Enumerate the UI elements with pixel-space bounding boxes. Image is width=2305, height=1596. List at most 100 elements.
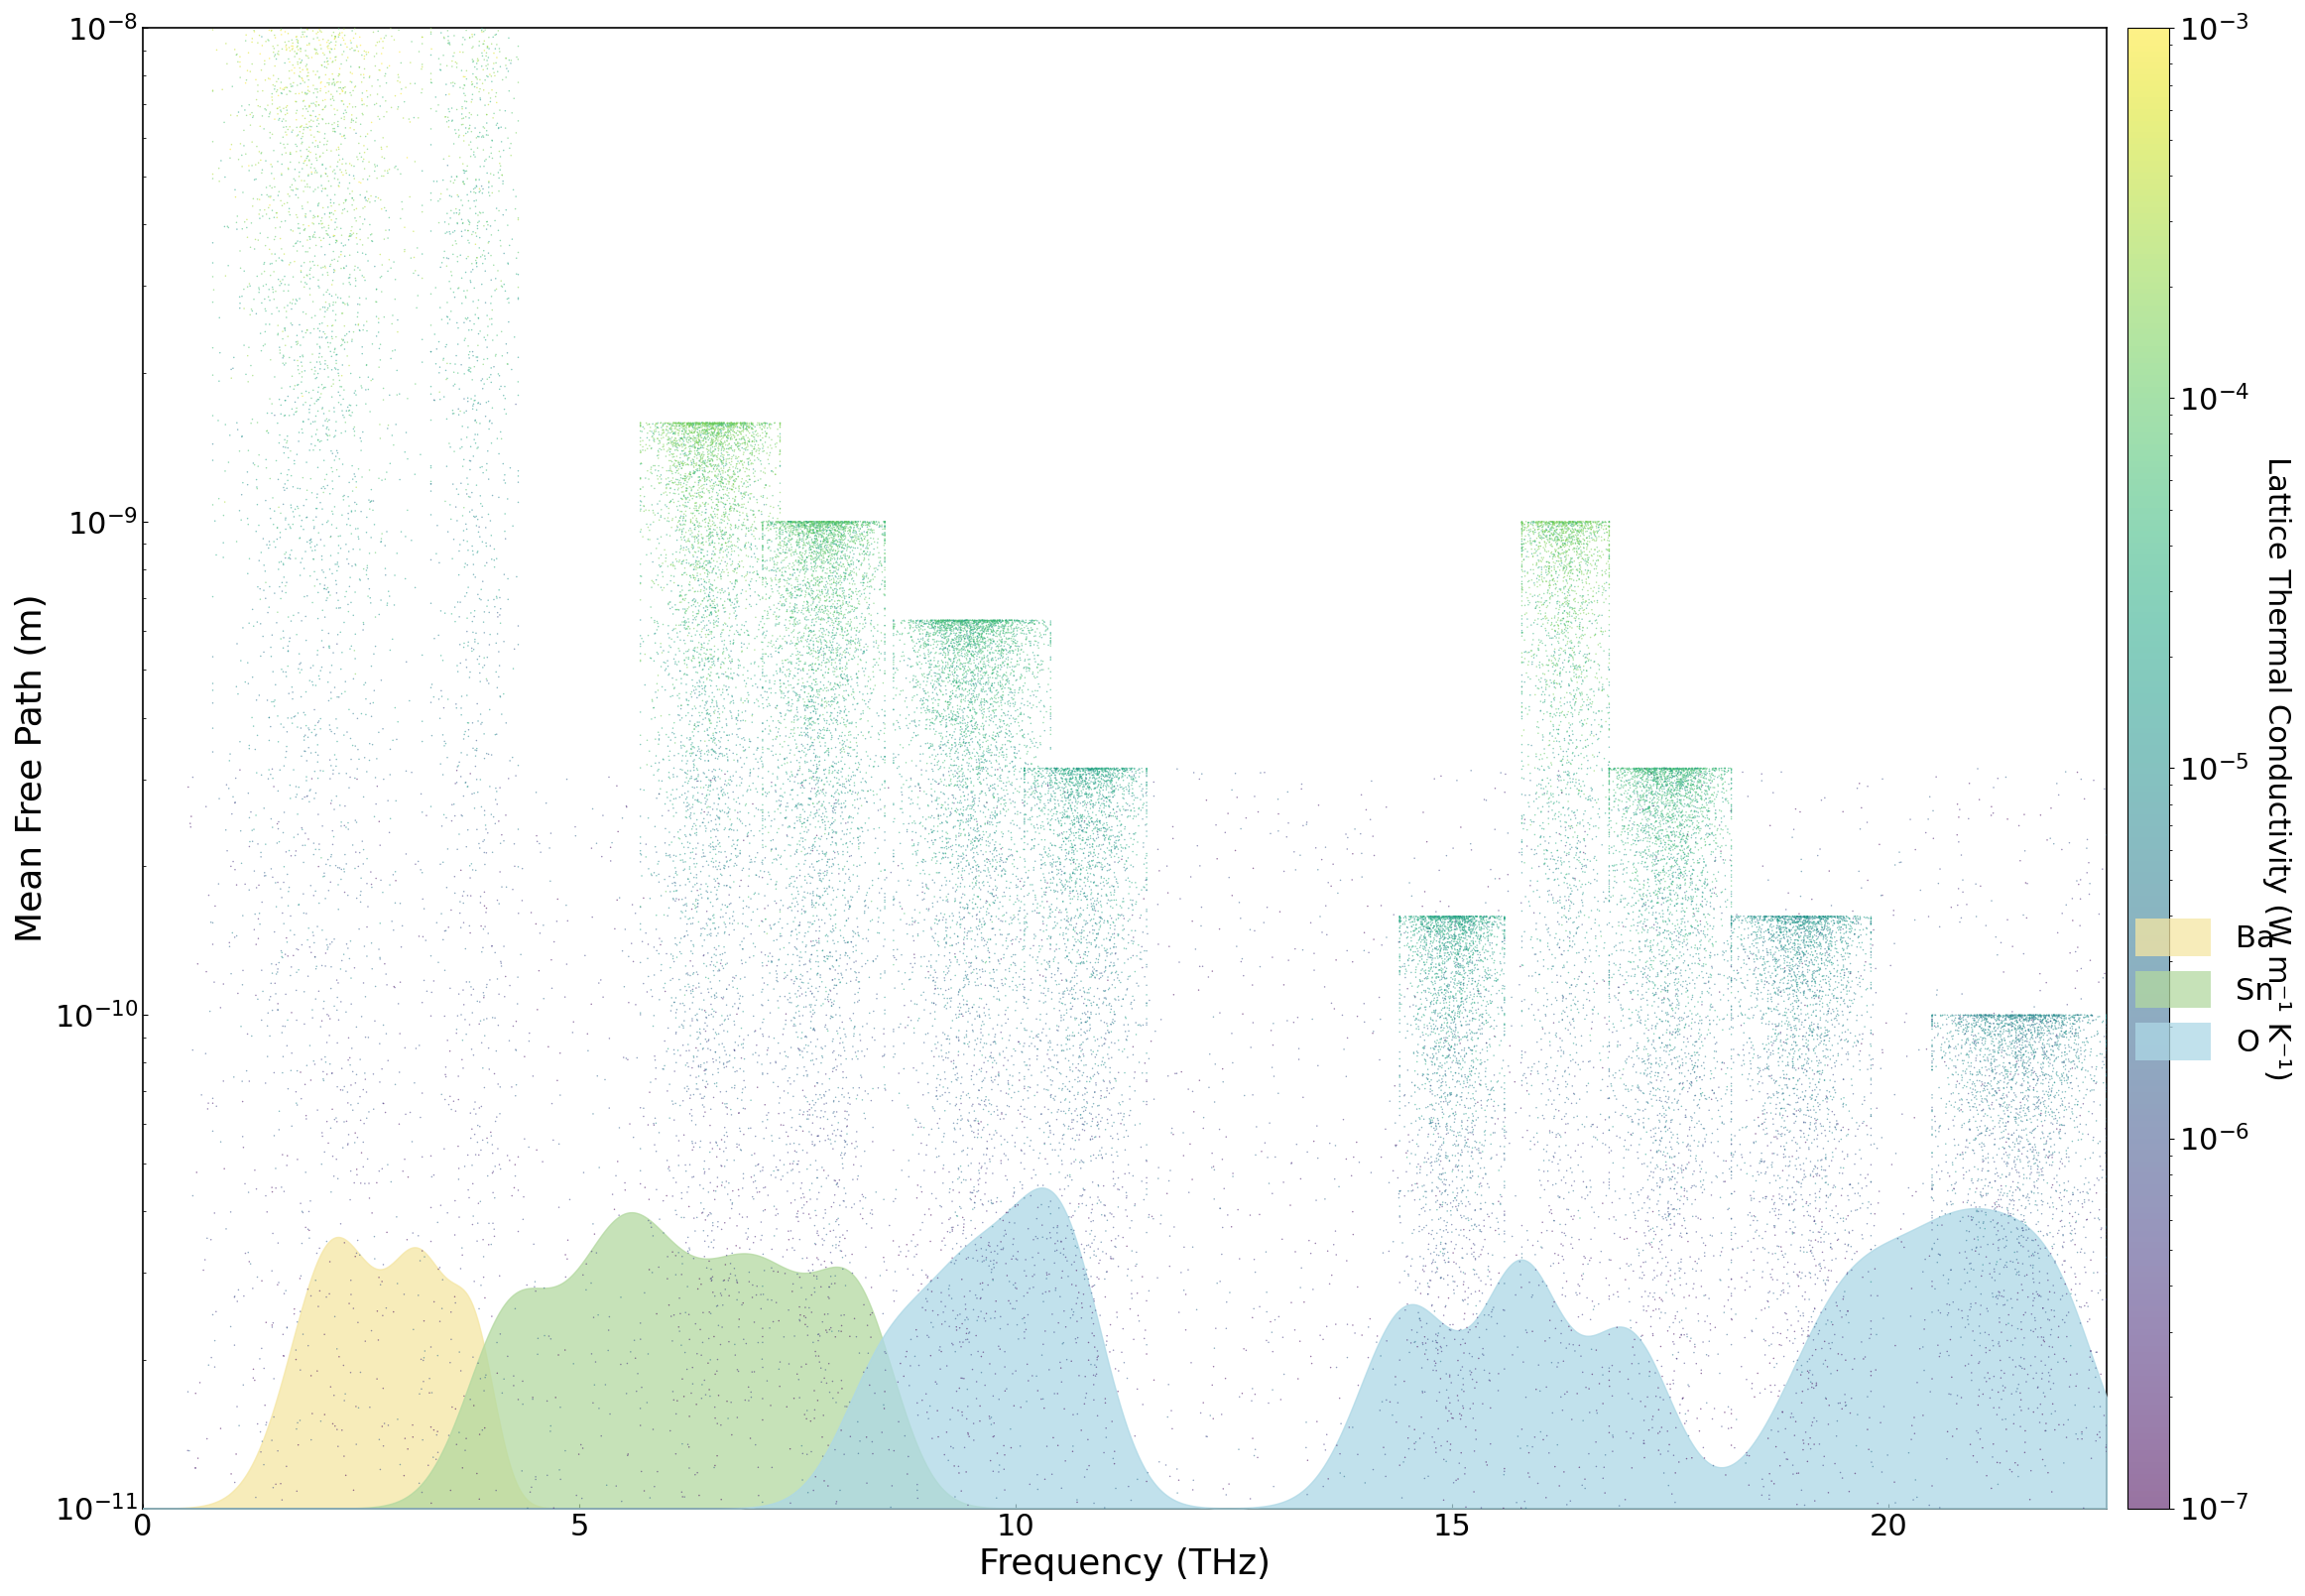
Point [632, 527, 668, 552]
Point [1026, 622, 1063, 648]
Point [1584, 699, 1620, 725]
Point [1079, 1191, 1116, 1216]
Point [996, 1130, 1033, 1156]
Point [710, 525, 747, 551]
Point [2038, 1005, 2075, 1031]
Point [1554, 934, 1590, 959]
Point [747, 1092, 784, 1117]
Point [1823, 929, 1860, 954]
Point [1715, 908, 1752, 934]
Point [940, 608, 977, 634]
Point [2065, 1055, 2102, 1080]
Point [703, 531, 740, 557]
Point [330, 501, 366, 527]
Point [987, 691, 1023, 717]
Point [2042, 1187, 2079, 1213]
Point [1570, 516, 1607, 541]
Point [1406, 915, 1443, 940]
Point [1720, 1152, 1756, 1178]
Point [2019, 1068, 2056, 1093]
Point [443, 702, 479, 728]
Point [1335, 1414, 1371, 1440]
Point [332, 83, 369, 109]
Point [1514, 509, 1551, 535]
Point [1982, 1114, 2019, 1140]
Point [802, 974, 839, 999]
Point [2038, 1009, 2075, 1034]
Point [1662, 929, 1699, 954]
Point [1079, 757, 1116, 782]
Point [1035, 849, 1072, 875]
Point [749, 415, 786, 440]
Point [1070, 1069, 1106, 1095]
Point [917, 1023, 954, 1049]
Point [1010, 808, 1046, 833]
Point [1560, 1272, 1597, 1298]
Point [1828, 1392, 1865, 1417]
Point [1650, 1087, 1687, 1112]
Point [2010, 1002, 2047, 1028]
Point [738, 490, 774, 516]
Point [307, 988, 343, 1013]
Point [735, 881, 772, 907]
Point [862, 658, 899, 683]
Point [1844, 916, 1881, 942]
Point [1318, 948, 1355, 974]
Point [2051, 1213, 2088, 1238]
Point [1590, 878, 1627, 903]
Point [1996, 1004, 2033, 1029]
Point [394, 29, 431, 54]
Point [346, 43, 383, 69]
Point [1565, 1266, 1602, 1291]
Point [1531, 919, 1567, 945]
Point [749, 440, 786, 466]
Point [950, 793, 987, 819]
Point [954, 608, 991, 634]
Point [973, 974, 1010, 999]
Point [1072, 1221, 1109, 1246]
Point [1996, 1104, 2033, 1130]
Point [968, 618, 1005, 643]
Point [1471, 907, 1507, 932]
Point [1632, 937, 1669, 962]
Point [1452, 1235, 1489, 1261]
Point [1540, 800, 1577, 825]
Point [708, 1037, 745, 1063]
Point [1770, 1050, 1807, 1076]
Point [1883, 1101, 1920, 1127]
Point [673, 420, 710, 445]
Point [1641, 1007, 1678, 1033]
Point [1063, 983, 1099, 1009]
Point [343, 43, 380, 69]
Point [1436, 905, 1473, 930]
Point [987, 902, 1023, 927]
Point [260, 1270, 297, 1296]
Point [426, 238, 463, 263]
Point [1535, 1106, 1572, 1132]
Point [1987, 1235, 2024, 1261]
Point [1544, 600, 1581, 626]
Point [1180, 1068, 1217, 1093]
Point [1667, 766, 1703, 792]
Point [1962, 1004, 1998, 1029]
Point [685, 916, 721, 942]
Point [1424, 1073, 1461, 1098]
Point [970, 611, 1007, 637]
Point [705, 444, 742, 469]
Point [1454, 966, 1491, 991]
Point [968, 672, 1005, 697]
Point [1611, 918, 1648, 943]
Point [1537, 610, 1574, 635]
Point [717, 413, 754, 439]
Point [761, 656, 798, 681]
Point [793, 581, 830, 606]
Point [800, 656, 837, 681]
Point [622, 433, 659, 458]
Point [1641, 1109, 1678, 1135]
Point [576, 1373, 613, 1398]
Point [1533, 694, 1570, 720]
Point [1528, 699, 1565, 725]
Point [1784, 910, 1821, 935]
Point [323, 990, 360, 1015]
Point [945, 1205, 982, 1231]
